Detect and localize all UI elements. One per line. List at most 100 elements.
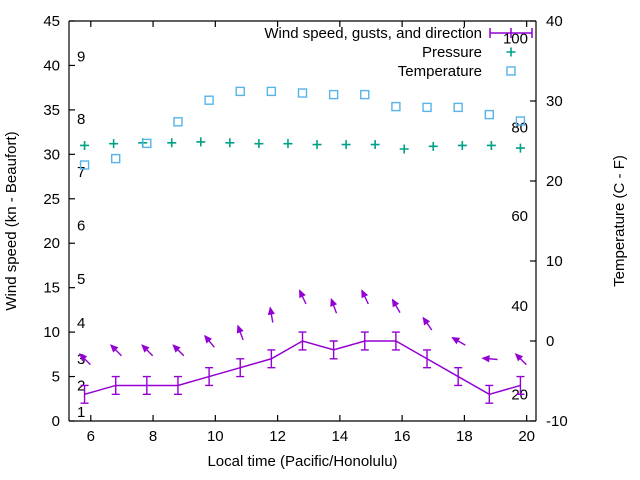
- pressure-marker: [457, 140, 467, 150]
- x-tick-label: 12: [269, 428, 286, 445]
- arrow-head: [422, 316, 431, 326]
- wind-gust-errorbar: [80, 384, 89, 404]
- y-tick-label: 30: [43, 146, 60, 163]
- wind-direction-arrows: [78, 289, 527, 366]
- y2-tick-label: 30: [546, 93, 563, 110]
- pressure-marker: [341, 140, 351, 150]
- pressure-marker: [399, 144, 409, 154]
- y-tick-label: 5: [52, 369, 60, 386]
- x-tick-label: 6: [87, 428, 95, 445]
- wind-gust-errorbar: [173, 375, 182, 396]
- pressure-marker: [283, 139, 293, 149]
- pressure-marker: [312, 140, 322, 150]
- beaufort-label: 1: [77, 404, 85, 421]
- y-tick-label: 10: [43, 324, 60, 341]
- x-tick-label: 16: [394, 428, 411, 445]
- y2-axis-label: Temperature (C - F): [611, 155, 628, 287]
- y-tick-label: 0: [52, 413, 60, 430]
- temperature-marker: [453, 102, 463, 113]
- series-pressure: [80, 137, 525, 154]
- arrow-head: [78, 353, 88, 362]
- y2-tick-label: 10: [546, 253, 563, 270]
- beaufort-label: 8: [77, 111, 85, 128]
- legend-label-0[interactable]: Wind speed, gusts, and direction: [264, 25, 482, 42]
- wind-gust-errorbar: [360, 331, 369, 351]
- legend-label-1[interactable]: Pressure: [422, 44, 482, 61]
- y-tick-label: 40: [43, 57, 60, 74]
- beaufort-label: 4: [77, 315, 85, 332]
- y-axis-label: Wind speed (kn - Beaufort): [3, 131, 20, 310]
- y-tick-label: 45: [43, 13, 60, 30]
- temperature-marker: [266, 86, 277, 97]
- wind-gust-errorbar: [298, 331, 307, 351]
- x-tick-label: 18: [456, 428, 473, 445]
- wind-gust-errorbar: [454, 366, 463, 387]
- arrow-head: [391, 298, 400, 308]
- y-tick-label: 25: [43, 191, 60, 208]
- pressure-marker: [167, 138, 177, 148]
- temperature-marker: [484, 109, 494, 120]
- x-axis: 6 8 10 12 14 16 18 20 Local time (Pacific/Honolu…: [87, 21, 535, 470]
- temperature-marker: [142, 138, 152, 149]
- arrow-head: [141, 344, 150, 353]
- pressure-marker: [196, 137, 206, 147]
- series-temperature: [79, 86, 526, 170]
- wind-gust-errorbar: [142, 375, 151, 396]
- beaufort-label: 9: [77, 49, 85, 66]
- fahrenheit-label: 60: [511, 208, 528, 225]
- pressure-marker: [254, 139, 264, 149]
- arrow-head: [172, 344, 181, 353]
- arrow-head: [236, 324, 244, 334]
- y2-tick-label: -10: [546, 413, 568, 430]
- y2-tick-label: 0: [546, 333, 554, 350]
- y-tick-label: 20: [43, 235, 60, 252]
- temperature-marker: [328, 89, 339, 100]
- x-tick-label: 8: [149, 428, 157, 445]
- fahrenheit-label: 80: [511, 119, 528, 136]
- arrow-head: [330, 297, 338, 307]
- temperature-marker: [422, 102, 432, 113]
- wind-gust-errorbar: [485, 384, 494, 404]
- arrow-head: [110, 344, 119, 353]
- temperature-marker: [79, 160, 90, 170]
- pressure-marker: [80, 140, 90, 150]
- wind-gust-errorbar: [236, 358, 245, 378]
- left-axis: 0 5 10 15 20 25 30 35 40 45 Wind speed (kn - Beauf…: [3, 13, 75, 430]
- temperature-marker: [360, 89, 370, 100]
- wind-gust-errorbar: [391, 331, 400, 351]
- wind-gust-errorbar: [516, 375, 525, 396]
- arrow-head: [204, 334, 213, 344]
- beaufort-label: 6: [77, 217, 85, 234]
- x-tick-label: 10: [207, 428, 224, 445]
- series-wind: [80, 331, 525, 404]
- legend-marker-pressure: [506, 47, 516, 57]
- wind-gust-errorbar: [111, 375, 120, 396]
- temperature-marker: [110, 153, 121, 164]
- legend: Wind speed, gusts, and direction Pressure…: [264, 25, 533, 80]
- arrow-head: [361, 289, 369, 299]
- temperature-marker: [173, 117, 183, 127]
- pressure-marker: [486, 140, 496, 150]
- y-tick-label: 35: [43, 102, 60, 119]
- y2-tick-label: 40: [546, 13, 563, 30]
- arrow-head: [514, 353, 524, 362]
- x-tick-label: 14: [332, 428, 349, 445]
- arrow-head: [299, 289, 306, 299]
- temperature-marker: [391, 101, 401, 112]
- wind-gust-errorbar: [329, 340, 338, 360]
- arrow-head: [451, 336, 461, 345]
- pressure-marker: [370, 140, 380, 150]
- wind-gust-errorbar: [423, 349, 432, 369]
- fahrenheit-label: 20: [511, 387, 528, 404]
- legend-marker-wind: [489, 28, 533, 38]
- plot-axes: [68, 20, 537, 422]
- wind-gust-errorbar: [267, 349, 276, 369]
- beaufort-label: 3: [77, 351, 85, 368]
- legend-label-2[interactable]: Temperature: [398, 63, 482, 80]
- fahrenheit-label: 100: [503, 31, 528, 48]
- y-tick-label: 15: [43, 280, 60, 297]
- pressure-marker: [109, 139, 119, 149]
